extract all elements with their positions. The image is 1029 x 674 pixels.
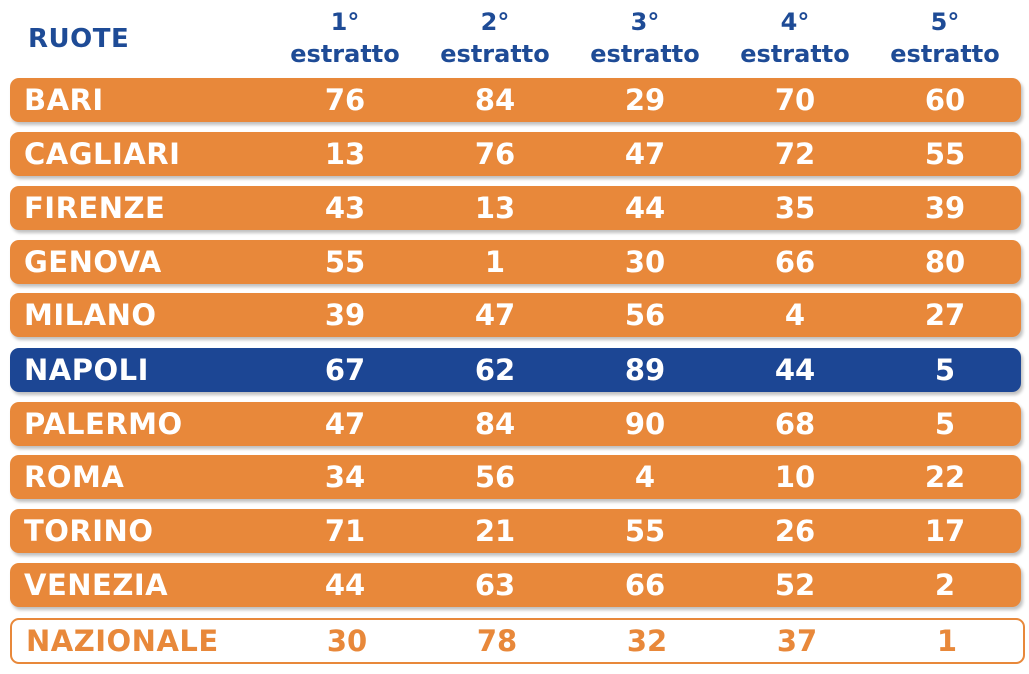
extracted-number: 5 [934, 353, 956, 387]
extracted-number: 68 [774, 407, 816, 441]
column-header-word: estratto [290, 40, 400, 68]
extracted-number: 26 [774, 514, 816, 548]
extracted-number: 60 [924, 83, 966, 117]
ruota-name: NAZIONALE [26, 624, 219, 658]
column-header-number: 2° [480, 8, 510, 36]
table-row: PALERMO 47 84 90 68 5 [10, 402, 1021, 446]
ruota-name: CAGLIARI [24, 137, 181, 171]
table-row: VENEZIA 44 63 66 52 2 [10, 563, 1021, 607]
extracted-number: 56 [624, 298, 666, 332]
table-row: NAPOLI 67 62 89 44 5 [10, 348, 1021, 392]
column-header-number: 4° [780, 8, 810, 36]
ruota-name: GENOVA [24, 245, 162, 279]
table-header: RUOTE 1° estratto 2° estratto 3° estratt… [0, 0, 1029, 72]
extracted-number: 62 [474, 353, 516, 387]
column-header-1: 1° estratto [270, 6, 420, 70]
extracted-number: 76 [474, 137, 516, 171]
extracted-number: 1 [484, 245, 506, 279]
extracted-number: 55 [624, 514, 666, 548]
extracted-number: 37 [776, 624, 818, 658]
table-row: GENOVA 55 1 30 66 80 [10, 240, 1021, 284]
extracted-number: 52 [774, 568, 816, 602]
extracted-number: 44 [774, 353, 816, 387]
column-header-2: 2° estratto [420, 6, 570, 70]
extracted-number: 1 [936, 624, 958, 658]
column-header-4: 4° estratto [720, 6, 870, 70]
extracted-number: 76 [324, 83, 366, 117]
column-header-5: 5° estratto [870, 6, 1020, 70]
ruota-name: TORINO [24, 514, 154, 548]
extracted-number: 43 [324, 191, 366, 225]
extracted-number: 80 [924, 245, 966, 279]
column-header-word: estratto [740, 40, 850, 68]
column-header-3: 3° estratto [570, 6, 720, 70]
extracted-number: 56 [474, 460, 516, 494]
column-header-number: 5° [930, 8, 960, 36]
extracted-number: 13 [324, 137, 366, 171]
extracted-number: 47 [324, 407, 366, 441]
extracted-number: 32 [626, 624, 668, 658]
extracted-number: 67 [324, 353, 366, 387]
extracted-number: 44 [324, 568, 366, 602]
extracted-number: 34 [324, 460, 366, 494]
extracted-number: 29 [624, 83, 666, 117]
table-row: BARI 76 84 29 70 60 [10, 78, 1021, 122]
extracted-number: 89 [624, 353, 666, 387]
ruota-name: VENEZIA [24, 568, 169, 602]
extracted-number: 84 [474, 407, 516, 441]
table-row: FIRENZE 43 13 44 35 39 [10, 186, 1021, 230]
extracted-number: 4 [634, 460, 656, 494]
ruota-name: NAPOLI [24, 353, 149, 387]
extracted-number: 2 [934, 568, 956, 602]
extracted-number: 71 [324, 514, 366, 548]
column-header-number: 3° [630, 8, 660, 36]
ruota-name: FIRENZE [24, 191, 166, 225]
extracted-number: 10 [774, 460, 816, 494]
extracted-number: 47 [624, 137, 666, 171]
extracted-number: 39 [924, 191, 966, 225]
ruota-name: BARI [24, 83, 104, 117]
extracted-number: 90 [624, 407, 666, 441]
extracted-number: 30 [624, 245, 666, 279]
ruota-name: ROMA [24, 460, 125, 494]
table-row: CAGLIARI 13 76 47 72 55 [10, 132, 1021, 176]
extracted-number: 66 [624, 568, 666, 602]
extracted-number: 72 [774, 137, 816, 171]
column-header-number: 1° [330, 8, 360, 36]
column-header-word: estratto [590, 40, 700, 68]
ruota-name: MILANO [24, 298, 157, 332]
extracted-number: 70 [774, 83, 816, 117]
extracted-number: 5 [934, 407, 956, 441]
extracted-number: 17 [924, 514, 966, 548]
extracted-number: 44 [624, 191, 666, 225]
table-row: NAZIONALE 30 78 32 37 1 [10, 618, 1025, 664]
extracted-number: 78 [476, 624, 518, 658]
extracted-number: 30 [326, 624, 368, 658]
extracted-number: 55 [324, 245, 366, 279]
extracted-number: 84 [474, 83, 516, 117]
table-row: TORINO 71 21 55 26 17 [10, 509, 1021, 553]
extracted-number: 63 [474, 568, 516, 602]
extracted-number: 39 [324, 298, 366, 332]
table-row: ROMA 34 56 4 10 22 [10, 455, 1021, 499]
extracted-number: 55 [924, 137, 966, 171]
extracted-number: 47 [474, 298, 516, 332]
extracted-number: 13 [474, 191, 516, 225]
extracted-number: 35 [774, 191, 816, 225]
column-header-word: estratto [440, 40, 550, 68]
extracted-number: 22 [924, 460, 966, 494]
ruota-name: PALERMO [24, 407, 183, 441]
extracted-number: 21 [474, 514, 516, 548]
extracted-number: 66 [774, 245, 816, 279]
ruote-header-label: RUOTE [28, 24, 130, 54]
extracted-number: 27 [924, 298, 966, 332]
table-row: MILANO 39 47 56 4 27 [10, 293, 1021, 337]
column-header-word: estratto [890, 40, 1000, 68]
extracted-number: 4 [784, 298, 806, 332]
